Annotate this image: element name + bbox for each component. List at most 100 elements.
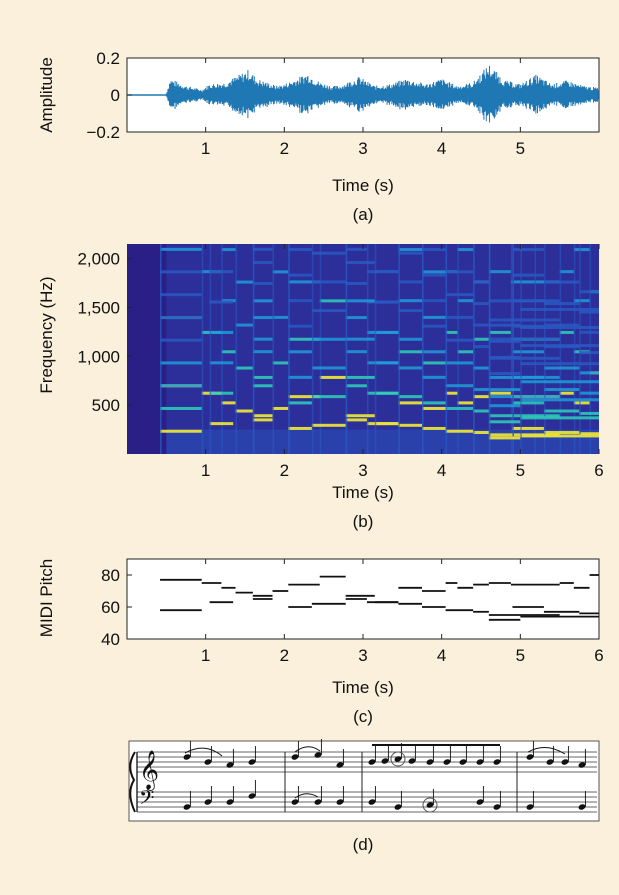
note-head-icon <box>336 799 344 805</box>
spectrogram-partial <box>457 401 474 405</box>
spectrogram-partial <box>345 299 375 303</box>
spectrogram-partial <box>488 375 513 379</box>
note-head-icon <box>443 759 451 765</box>
y-tick-label: 40 <box>101 630 120 649</box>
spectrogram-partial <box>543 431 580 435</box>
spectrogram-partial <box>252 384 273 388</box>
spectrogram-partial <box>398 350 422 354</box>
tie-icon <box>527 747 566 755</box>
spectrogram-partial <box>252 316 273 320</box>
x-tick-label: 6 <box>594 461 603 480</box>
spectrogram-partial <box>512 299 544 303</box>
y-tick-label: 500 <box>92 396 120 415</box>
spectrogram-onset <box>160 244 162 454</box>
x-tick-label: 2 <box>280 461 289 480</box>
spectrogram-onset <box>366 244 369 454</box>
spectrogram-partial <box>398 280 422 284</box>
spectrogram-partial <box>488 270 511 274</box>
y-tick-label: 0 <box>111 86 120 105</box>
spectrogram-partial <box>160 361 202 365</box>
spectrogram-partial <box>422 273 446 277</box>
spectrogram-partial <box>422 401 446 405</box>
spectrogram-onset <box>374 244 377 454</box>
x-tick-label: 3 <box>358 461 367 480</box>
spectrogram-partial <box>288 324 312 328</box>
spectrogram-partial <box>579 310 599 314</box>
spectrogram-partial <box>543 366 580 370</box>
sheet-music-frame <box>128 740 600 822</box>
spectrogram-partial <box>209 270 234 274</box>
spectrogram-partial <box>288 248 312 252</box>
spectrogram-partial <box>160 429 202 433</box>
spectrogram-partial <box>398 423 422 427</box>
spectrogram-partial <box>512 318 560 322</box>
spectrogram-partial <box>488 299 513 303</box>
note-head-icon <box>368 799 376 805</box>
spectrogram-partial <box>579 371 599 375</box>
spectrogram-partial <box>288 280 320 284</box>
spectrogram-partial <box>579 411 599 415</box>
spectrogram-partial <box>473 366 489 370</box>
y-tick-label: 60 <box>101 598 120 617</box>
spectrogram-partial <box>543 280 580 284</box>
spectrogram-partial <box>473 409 489 413</box>
spectrogram-partial <box>579 432 599 436</box>
spectrogram-partial <box>488 436 521 440</box>
waveform-panel: 1 2 3 4 5 0.2 0 −0.2 Time (s) Amplitude (a) <box>37 49 600 224</box>
note-head-icon <box>578 762 586 768</box>
spectrogram-partial <box>512 401 544 405</box>
spectrogram-partial <box>398 395 422 399</box>
spectrogram-partial <box>488 395 513 399</box>
spectrogram-partial <box>512 248 544 252</box>
note-head-icon <box>226 799 234 805</box>
spectrogram-partial <box>488 391 511 395</box>
spectrogram-onset <box>520 244 522 454</box>
note-head-icon <box>426 759 434 765</box>
spectrogram-onset <box>573 244 576 454</box>
spectrogram-partial <box>311 280 346 284</box>
spectrogram-onset <box>473 244 475 454</box>
spectrogram-partial <box>543 302 580 306</box>
caption-b: (b) <box>353 512 374 531</box>
note-head-icon <box>291 754 299 760</box>
spectrogram-partial <box>512 426 544 430</box>
spectrogram-partial <box>374 270 399 274</box>
spectrogram-partial <box>445 330 458 334</box>
spectrogram-partial <box>209 361 234 365</box>
spectrogram-partial <box>398 299 422 303</box>
spectrogram-partial <box>235 323 253 327</box>
spectrogram-partial <box>473 388 489 392</box>
note-head-icon <box>546 759 554 765</box>
spectrogram-partial <box>221 350 236 354</box>
spectrogram-partial <box>488 337 513 341</box>
spectrogram-partial <box>345 316 367 320</box>
spectrogram-partial <box>520 380 599 384</box>
spectrogram-partial <box>252 261 273 265</box>
note-head-icon <box>248 793 256 799</box>
spectrogram-onset <box>457 244 459 454</box>
spectrogram-onset <box>272 244 275 454</box>
spectrogram-partial <box>445 293 474 297</box>
spectrogram-partial <box>457 350 474 354</box>
spectrogram-partial <box>160 406 202 410</box>
spectrogram-partial <box>512 350 544 354</box>
spectrogram-partial <box>160 338 202 342</box>
spectrogram-partial <box>543 388 580 392</box>
spectrogram-partial <box>422 299 446 303</box>
y-tick-label: 2,000 <box>77 250 120 269</box>
spectrogram-partial <box>422 426 446 430</box>
spectrogram-partial <box>488 372 521 376</box>
spectrogram-partial <box>488 318 513 322</box>
spectrogram-partial <box>311 395 346 399</box>
spectrogram-partial <box>473 345 489 349</box>
spectrogram-onset <box>201 244 204 454</box>
x-tick-label: 3 <box>358 646 367 665</box>
sheet-music-panel: 𝄞 𝄢 (d) <box>128 739 600 854</box>
piano-roll-y-label: MIDI Pitch <box>37 559 56 637</box>
x-tick-label: 3 <box>358 139 367 158</box>
spectrogram-partial <box>457 299 474 303</box>
spectrogram-partial <box>374 391 399 395</box>
spectrogram-partial <box>311 309 346 313</box>
spectrogram-partial <box>579 351 599 355</box>
spectrogram-partial <box>488 420 521 424</box>
